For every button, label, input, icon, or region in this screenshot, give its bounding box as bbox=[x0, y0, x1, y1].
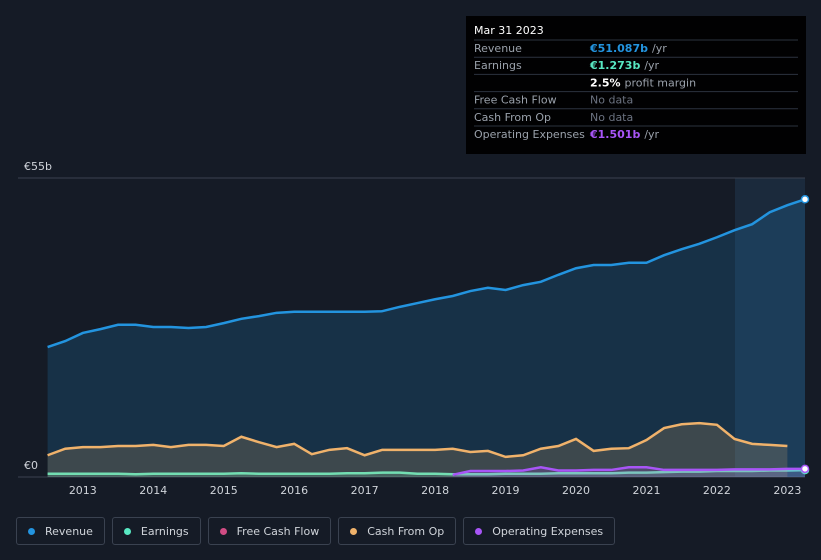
tooltip-value-text: No data bbox=[590, 94, 633, 107]
tooltip-value: €1.273b/yr bbox=[589, 59, 660, 72]
tooltip-unit: /yr bbox=[644, 59, 659, 72]
x-tick-label: 2022 bbox=[703, 484, 731, 497]
tooltip-value-text: No data bbox=[590, 111, 633, 124]
end-point bbox=[800, 195, 810, 204]
series-line bbox=[47, 198, 806, 349]
tooltip-label: Revenue bbox=[474, 42, 522, 55]
tooltip-unit: profit margin bbox=[625, 76, 697, 89]
x-tick-label: 2018 bbox=[421, 484, 449, 497]
x-tick-label: 2013 bbox=[69, 484, 97, 497]
legend-item[interactable]: Free Cash Flow bbox=[207, 517, 332, 545]
x-tick-label: 2019 bbox=[492, 484, 520, 497]
tooltip-value: No data bbox=[590, 94, 633, 107]
x-tick-label: 2015 bbox=[210, 484, 238, 497]
tooltip-label: Earnings bbox=[474, 59, 522, 72]
tooltip-box bbox=[466, 16, 806, 154]
series-line bbox=[47, 421, 788, 459]
legend: Revenue Earnings Free Cash Flow Cash From O… bbox=[16, 517, 616, 545]
x-tick-label: 2020 bbox=[562, 484, 590, 497]
tooltip-value-text: 2.5% bbox=[590, 76, 621, 89]
legend-item[interactable]: Operating Expenses bbox=[463, 517, 616, 545]
tooltip-label: Cash From Op bbox=[474, 111, 551, 124]
tooltip-value: No data bbox=[590, 111, 633, 124]
tooltip: Mar 31 2023 Revenue €51.087b/yr Earnings €1.… bbox=[466, 16, 806, 154]
series-line bbox=[452, 465, 806, 477]
legend-item[interactable]: Cash From Op bbox=[338, 517, 457, 545]
tooltip-value-text: €1.501b bbox=[589, 128, 640, 141]
tooltip-label: Operating Expenses bbox=[474, 128, 585, 141]
legend-label: Free Cash Flow bbox=[236, 524, 320, 538]
tooltip-label: Free Cash Flow bbox=[474, 94, 557, 107]
series-area bbox=[47, 199, 806, 477]
tooltip-unit: /yr bbox=[644, 128, 659, 141]
legend-label: Revenue bbox=[45, 524, 93, 538]
legend-swatch bbox=[123, 527, 131, 535]
legend-item[interactable]: Revenue bbox=[16, 517, 105, 545]
tooltip-value-text: €1.273b bbox=[589, 59, 640, 72]
legend-label: Cash From Op bbox=[367, 524, 445, 538]
legend-label: Earnings bbox=[140, 524, 189, 538]
end-point bbox=[800, 464, 810, 474]
tooltip-value: 2.5% profit margin bbox=[590, 76, 696, 89]
tooltip-value-text: €51.087b bbox=[589, 42, 648, 55]
tooltip-value: €1.501b/yr bbox=[589, 128, 660, 141]
tooltip-value: €51.087b/yr bbox=[589, 42, 667, 55]
x-tick-label: 2017 bbox=[351, 484, 379, 497]
legend-label: Operating Expenses bbox=[492, 524, 604, 538]
x-tick-label: 2016 bbox=[280, 484, 308, 497]
x-tick-label: 2023 bbox=[773, 484, 801, 497]
y-tick-label: €55b bbox=[24, 160, 52, 173]
x-tick-label: 2014 bbox=[139, 484, 167, 497]
x-tick-label: 2021 bbox=[632, 484, 660, 497]
highlight-band bbox=[735, 178, 805, 477]
legend-swatch bbox=[219, 527, 227, 535]
legend-swatch bbox=[28, 527, 35, 535]
tooltip-date: Mar 31 2023 bbox=[474, 24, 544, 37]
legend-item[interactable]: Earnings bbox=[111, 517, 201, 545]
chart: €0 €55b 2013 2014 2015 2016 2017 2018 2019 2020 20… bbox=[18, 16, 810, 497]
legend-swatch bbox=[350, 527, 358, 535]
series-area bbox=[452, 467, 805, 477]
series-line bbox=[47, 468, 806, 476]
legend-swatch bbox=[475, 527, 483, 535]
tooltip-unit: /yr bbox=[652, 42, 667, 55]
series-area bbox=[47, 470, 806, 477]
y-tick-label: €0 bbox=[24, 459, 38, 472]
